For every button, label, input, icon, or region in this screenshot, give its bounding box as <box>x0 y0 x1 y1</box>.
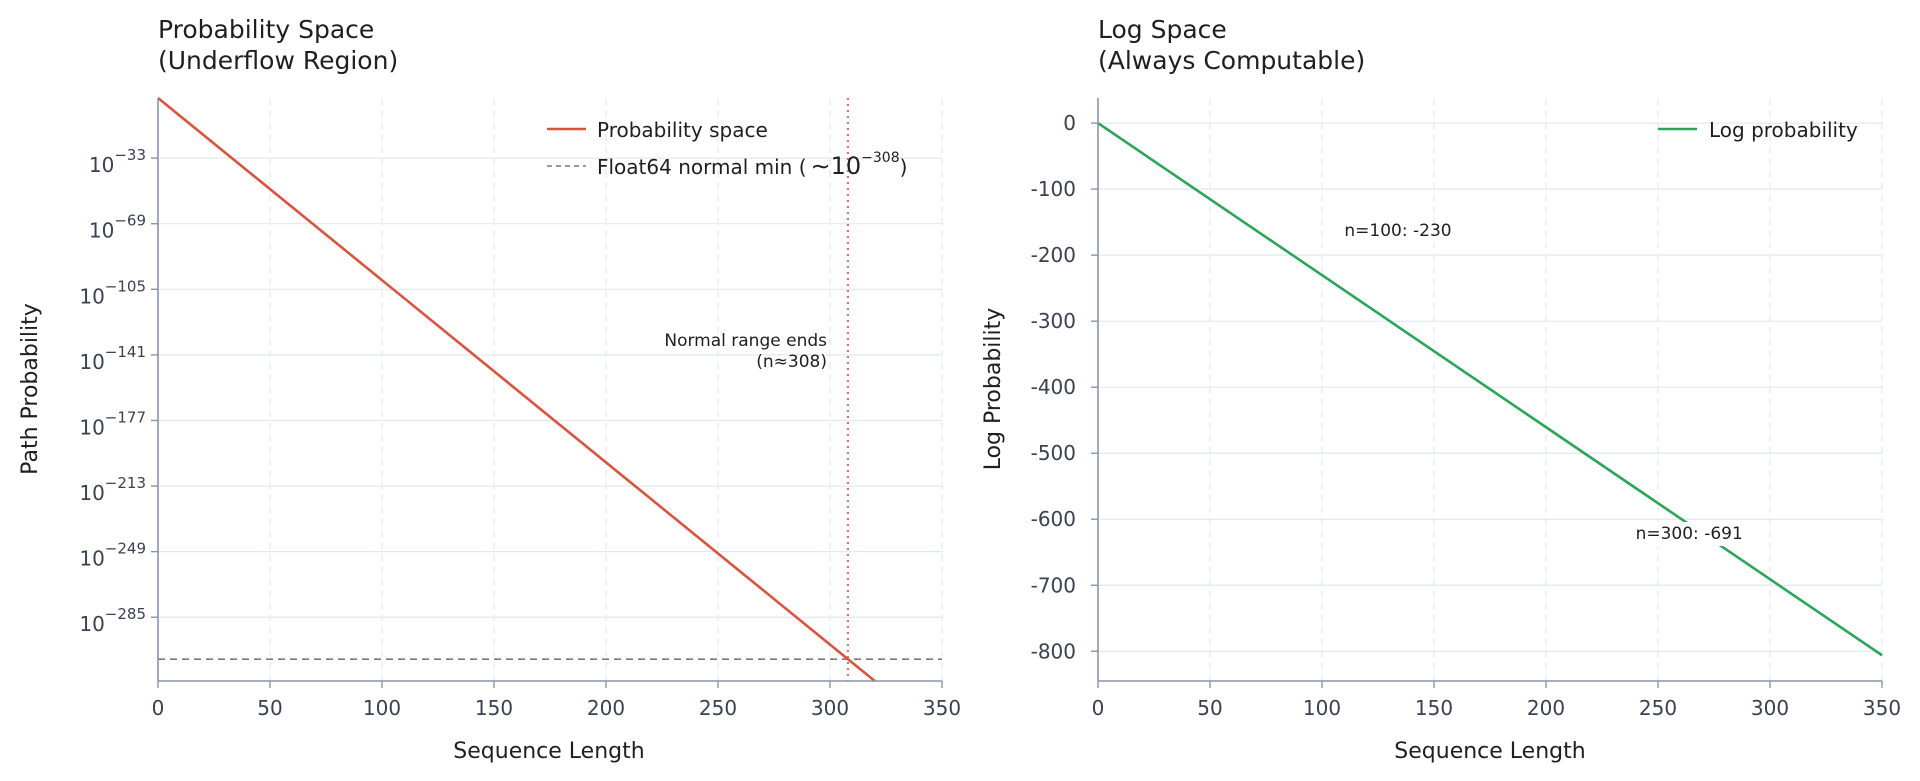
left-x-tick-label: 300 <box>811 696 849 720</box>
right-y-tick-label: -700 <box>1031 573 1076 597</box>
annotation-background <box>1631 522 1760 547</box>
right-x-tick-label: 300 <box>1751 696 1789 720</box>
right-legend: Log probability <box>1658 118 1858 142</box>
tick-base: 10 <box>79 415 104 439</box>
left-y-tick-label: 10−177 <box>79 408 146 439</box>
right-y-tick-label: 0 <box>1063 111 1076 135</box>
right-x-tick-label: 0 <box>1092 696 1105 720</box>
right-chart-title-line2: (Always Computable) <box>1098 46 1365 75</box>
tick-exponent: −141 <box>105 343 146 361</box>
left-x-tick-label: 200 <box>587 696 625 720</box>
tick-base: 10 <box>89 219 114 243</box>
right-plot-lines <box>1097 122 1883 657</box>
tick-base: 10 <box>79 350 104 374</box>
left-x-tick-label: 100 <box>363 696 401 720</box>
left-chart-title-line2: (Underflow Region) <box>158 46 398 75</box>
legend-float64-suffix: ) <box>900 155 908 179</box>
legend-float64-exp: −308 <box>861 150 899 166</box>
right-y-tick-label: -600 <box>1031 507 1076 531</box>
left-annotations: Normal range ends (n≈308) <box>664 331 827 372</box>
tick-exponent: −105 <box>105 277 146 295</box>
right-axes <box>1091 98 1883 688</box>
tick-exponent: −69 <box>114 212 146 230</box>
left-gridlines <box>158 98 943 681</box>
right-y-tick-label: -500 <box>1031 441 1076 465</box>
left-y-tick-label: 10−69 <box>89 212 146 243</box>
tick-exponent: −213 <box>105 474 146 492</box>
right-x-tick-label: 50 <box>1197 696 1222 720</box>
annotation-label: n=300: -691 <box>1636 524 1743 544</box>
tick-exponent: −33 <box>114 146 146 164</box>
legend-label-log-probability: Log probability <box>1709 118 1858 142</box>
right-annotations: n=100: -230 n=300: -691 <box>1344 221 1760 547</box>
left-x-tick-label: 50 <box>257 696 282 720</box>
tick-exponent: −177 <box>105 408 146 426</box>
left-y-tick-label: 10−141 <box>79 343 146 374</box>
left-legend: Probability space Float64 normal min (∼1… <box>547 118 907 180</box>
normal-range-annotation-line2: (n≈308) <box>756 352 827 372</box>
legend-float64-math: ∼10 <box>811 152 862 180</box>
left-y-tick-label: 10−285 <box>79 605 146 636</box>
right-y-tick-label: -400 <box>1031 375 1076 399</box>
right-y-tick-label: -100 <box>1031 177 1076 201</box>
right-y-tick-label: -800 <box>1031 639 1076 663</box>
right-x-tick-label: 250 <box>1639 696 1677 720</box>
tick-base: 10 <box>79 612 104 636</box>
left-y-tick-label: 10−33 <box>89 146 146 177</box>
left-x-tick-label: 250 <box>699 696 737 720</box>
left-plot-lines <box>157 96 942 683</box>
tick-exponent: −249 <box>105 540 146 558</box>
tick-base: 10 <box>79 284 104 308</box>
legend-float64-text: Float64 normal min ( <box>597 155 807 179</box>
right-x-axis-label: Sequence Length <box>1394 739 1585 764</box>
right-x-tick-label: 100 <box>1303 696 1341 720</box>
annotation-label: n=100: -230 <box>1344 221 1451 241</box>
right-x-tick-label: 150 <box>1415 696 1453 720</box>
right-chart-title-line1: Log Space <box>1098 15 1227 44</box>
left-x-tick-label: 350 <box>923 696 961 720</box>
left-y-tick-label: 10−213 <box>79 474 146 505</box>
left-y-axis-label: Path Probability <box>18 303 43 475</box>
legend-label-probability-space: Probability space <box>597 118 768 142</box>
right-tick-labels: 0 50 100 150 200 250 300 350 0 -100 -200 -300 -400 -5… <box>1031 111 1901 720</box>
normal-range-annotation-line1: Normal range ends <box>664 331 827 351</box>
left-panel: Probability Space (Underflow Region) 0 50… <box>18 15 961 764</box>
left-x-tick-label: 150 <box>475 696 513 720</box>
tick-base: 10 <box>89 153 114 177</box>
tick-base: 10 <box>79 547 104 571</box>
left-tick-labels: 0 50 100 150 200 250 300 35010−3310−6910−10510−… <box>79 146 961 720</box>
right-y-tick-label: -200 <box>1031 243 1076 267</box>
left-x-tick-label: 0 <box>152 696 165 720</box>
tick-exponent: −285 <box>105 605 146 623</box>
legend-label-float64-min: Float64 normal min (∼10−308) <box>597 150 907 180</box>
left-chart-title-line1: Probability Space <box>158 15 374 44</box>
left-y-tick-label: 10−105 <box>79 277 146 308</box>
left-x-axis-label: Sequence Length <box>453 739 644 764</box>
left-y-tick-label: 10−249 <box>79 540 146 571</box>
probability-space-line <box>157 96 876 683</box>
right-y-tick-label: -300 <box>1031 309 1076 333</box>
tick-base: 10 <box>79 481 104 505</box>
right-x-tick-label: 350 <box>1863 696 1901 720</box>
log-probability-line <box>1097 122 1883 657</box>
right-x-tick-label: 200 <box>1527 696 1565 720</box>
right-panel: Log Space (Always Computable) 0 50 100 150 2… <box>981 15 1901 764</box>
right-y-axis-label: Log Probability <box>981 308 1006 471</box>
left-axes <box>151 98 943 688</box>
right-gridlines <box>1098 98 1883 681</box>
